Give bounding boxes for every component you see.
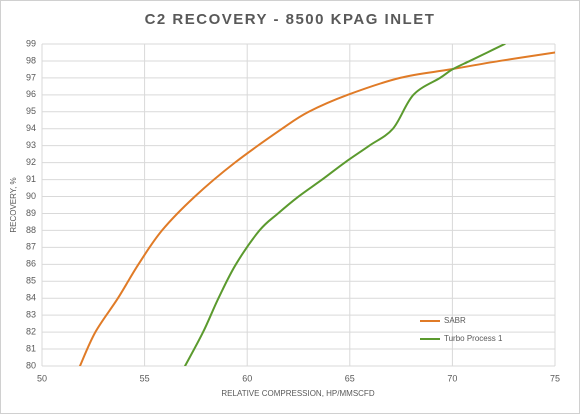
y-tick-label: 90 — [26, 191, 36, 201]
y-tick-label: 83 — [26, 310, 36, 320]
series-line — [184, 44, 506, 366]
x-tick-label: 55 — [140, 373, 150, 383]
legend-label: Turbo Process 1 — [444, 334, 503, 343]
y-tick-label: 98 — [26, 55, 36, 65]
y-tick-label: 95 — [26, 106, 36, 116]
y-tick-label: 92 — [26, 157, 36, 167]
y-tick-label: 88 — [26, 225, 36, 235]
y-tick-label: 85 — [26, 276, 36, 286]
x-tick-label: 65 — [345, 373, 355, 383]
x-axis-label: RELATIVE COMPRESSION, HP/MMSCFD — [221, 389, 374, 398]
y-tick-label: 91 — [26, 174, 36, 184]
y-tick-label: 86 — [26, 259, 36, 269]
y-tick-label: 81 — [26, 343, 36, 353]
y-tick-label: 80 — [26, 360, 36, 370]
y-tick-label: 94 — [26, 123, 36, 133]
y-tick-label: 87 — [26, 242, 36, 252]
y-tick-label: 96 — [26, 89, 36, 99]
y-tick-label: 93 — [26, 140, 36, 150]
series-line — [78, 51, 555, 366]
y-tick-label: 97 — [26, 72, 36, 82]
y-tick-label: 99 — [26, 38, 36, 48]
chart-title: C2 RECOVERY - 8500 KPAG INLET — [145, 11, 436, 28]
y-tick-label: 89 — [26, 208, 36, 218]
y-tick-label: 82 — [26, 326, 36, 336]
y-tick-label: 84 — [26, 293, 36, 303]
x-tick-label: 70 — [447, 373, 457, 383]
x-tick-label: 60 — [242, 373, 252, 383]
x-tick-label: 50 — [37, 373, 47, 383]
y-axis-label: RECOVERY, % — [9, 177, 18, 232]
legend-label: SABR — [444, 316, 466, 325]
x-tick-label: 75 — [550, 373, 560, 383]
